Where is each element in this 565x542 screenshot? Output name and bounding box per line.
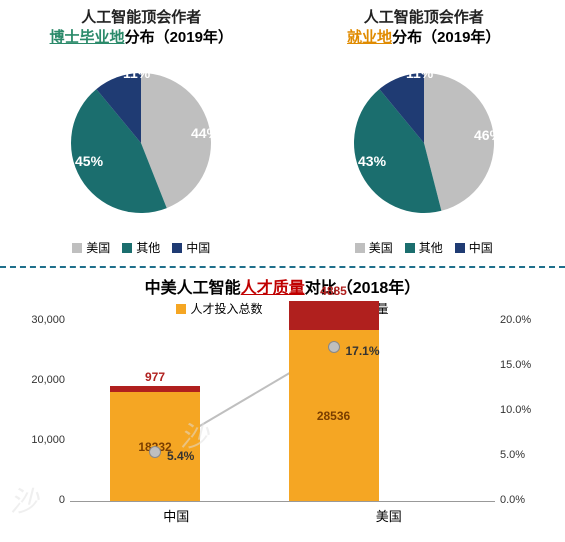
y-left-tick: 20,000	[20, 374, 65, 386]
legend-label: 人才投入总数	[190, 300, 262, 317]
pie-title: 人工智能顶会作者博士毕业地分布（2019年）	[11, 8, 271, 48]
legend-item: 其他	[122, 239, 160, 256]
pie-title: 人工智能顶会作者就业地分布（2019年）	[294, 8, 554, 48]
bar-value-elite: 4885	[289, 284, 379, 298]
pie-chart: 人工智能顶会作者博士毕业地分布（2019年） 44% 45% 11% 美国 其他 中国	[11, 8, 271, 256]
bar-x-axis-labels: 中国 美国	[70, 506, 495, 525]
y-right-tick: 10.0%	[500, 404, 545, 416]
legend-swatch	[176, 304, 186, 314]
y-left-tick: 10,000	[20, 434, 65, 446]
legend-swatch	[355, 243, 365, 253]
bar-value-total: 28536	[289, 409, 379, 423]
pie-slice-label: 11%	[406, 65, 434, 81]
pie-chart: 人工智能顶会作者就业地分布（2019年） 46% 43% 11% 美国 其他 中国	[294, 8, 554, 256]
bar-chart-legend: 人才投入总数杰出人才数量	[0, 300, 565, 317]
legend-item: 中国	[455, 239, 493, 256]
legend-swatch	[455, 243, 465, 253]
pie-svg: 44% 45% 11%	[41, 48, 241, 228]
y-right-tick: 20.0%	[500, 314, 545, 326]
pie-slice-label: 46%	[474, 127, 503, 143]
pie-slice-label: 11%	[123, 65, 151, 81]
bar-chart-title: 中美人工智能人才质量对比（2018年）	[0, 274, 565, 298]
legend-swatch	[405, 243, 415, 253]
pie-slice-label: 43%	[358, 153, 387, 169]
legend-label: 美国	[369, 239, 393, 256]
line-point	[328, 341, 340, 353]
section-divider	[0, 266, 565, 268]
y-left-tick: 30,000	[20, 314, 65, 326]
legend-item: 人才投入总数	[176, 300, 262, 317]
pie-legend: 美国 其他 中国	[294, 239, 554, 256]
bar-segment-elite	[110, 386, 200, 392]
legend-label: 中国	[469, 239, 493, 256]
pie-slice-label: 44%	[191, 125, 220, 141]
y-left-tick: 0	[20, 494, 65, 506]
pie-charts-row: 人工智能顶会作者博士毕业地分布（2019年）44%45%11%美国其他中国人工智…	[0, 0, 565, 256]
legend-item: 其他	[405, 239, 443, 256]
line-point-label: 5.4%	[167, 449, 194, 463]
bar-plot-area: 010,00020,00030,0000.0%5.0%10.0%15.0%20.…	[70, 321, 495, 502]
y-right-tick: 15.0%	[500, 359, 545, 371]
legend-label: 美国	[86, 239, 110, 256]
line-point	[149, 446, 161, 458]
pie-slice-label: 45%	[75, 153, 104, 169]
legend-item: 美国	[72, 239, 110, 256]
bar-segment-elite	[289, 301, 379, 330]
x-axis-label: 美国	[344, 506, 434, 525]
bar-value-elite: 977	[110, 370, 200, 384]
legend-swatch	[72, 243, 82, 253]
line-point-label: 17.1%	[346, 344, 380, 358]
y-right-tick: 0.0%	[500, 494, 545, 506]
legend-item: 美国	[355, 239, 393, 256]
y-right-tick: 5.0%	[500, 449, 545, 461]
bar-title-prefix: 中美人工智能	[145, 280, 241, 297]
legend-item: 中国	[172, 239, 210, 256]
pie-svg: 46% 43% 11%	[324, 48, 524, 228]
legend-label: 其他	[419, 239, 443, 256]
pie-legend: 美国 其他 中国	[11, 239, 271, 256]
legend-swatch	[122, 243, 132, 253]
x-axis-label: 中国	[131, 506, 221, 525]
legend-label: 中国	[186, 239, 210, 256]
legend-label: 其他	[136, 239, 160, 256]
bar-chart: 010,00020,00030,0000.0%5.0%10.0%15.0%20.…	[20, 321, 545, 525]
legend-swatch	[172, 243, 182, 253]
